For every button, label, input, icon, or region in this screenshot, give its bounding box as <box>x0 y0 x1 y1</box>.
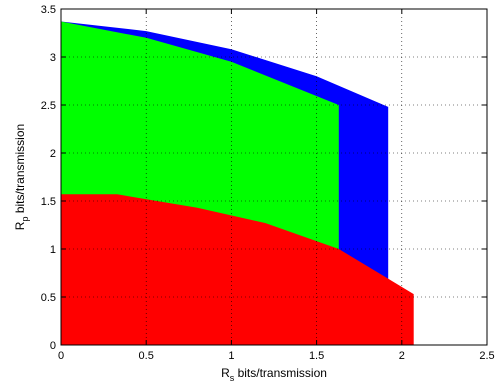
y-tick-label: 0 <box>50 340 56 352</box>
plot-frame <box>60 8 488 346</box>
x-tick-label: 2.5 <box>479 350 494 362</box>
grid-lines <box>61 9 487 345</box>
x-tick-label: 2 <box>399 350 405 362</box>
area-series-2 <box>61 194 414 345</box>
x-tick-label: 0.5 <box>139 350 154 362</box>
x-tick-label: 1 <box>228 350 234 362</box>
y-tick-label: 0.5 <box>41 292 56 304</box>
x-axis-label-sub: s <box>230 373 235 383</box>
x-axis-label-main: R <box>221 366 230 380</box>
y-tick-label: 2 <box>50 148 56 160</box>
y-tick-label: 1 <box>50 244 56 256</box>
area-series-group <box>61 21 414 345</box>
y-tick-label: 3.5 <box>41 4 56 16</box>
x-axis-label: Rs bits/transmission <box>221 366 327 383</box>
y-tick-label: 2.5 <box>41 100 56 112</box>
y-axis-label-main: R <box>13 221 27 230</box>
y-tick-label: 3 <box>50 52 56 64</box>
y-tick-label: 1.5 <box>41 196 56 208</box>
y-axis-label-rest: bits/transmission <box>13 124 27 217</box>
y-axis-label: Rp bits/transmission <box>13 124 30 230</box>
x-tick-label: 0 <box>58 350 64 362</box>
x-tick-label: 1.5 <box>309 350 324 362</box>
x-axis: 0 0.5 1 1.5 2 2.5 <box>58 9 495 362</box>
x-axis-label-rest: bits/transmission <box>234 366 327 380</box>
y-axis: 0 0.5 1 1.5 2 2.5 3 3.5 <box>41 4 487 352</box>
y-axis-label-sub: p <box>20 217 30 222</box>
